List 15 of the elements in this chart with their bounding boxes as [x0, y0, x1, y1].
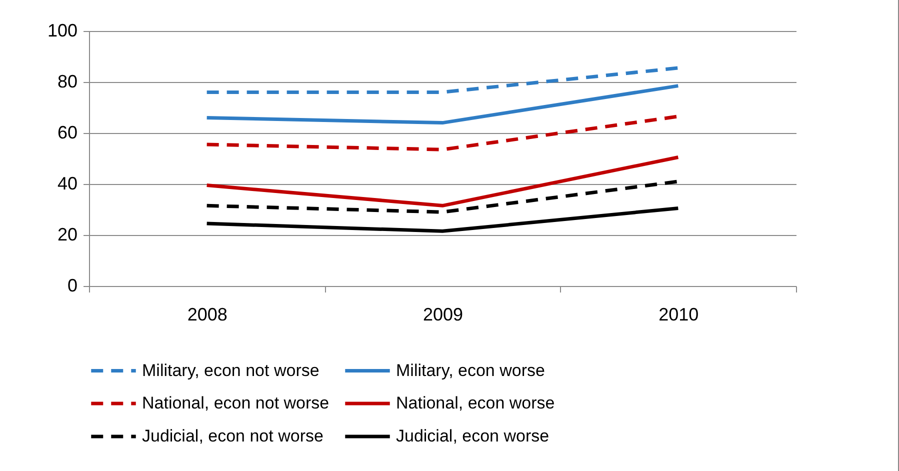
y-tick-label: 60	[57, 122, 78, 142]
y-tick-label: 80	[57, 72, 78, 92]
y-tick-label: 20	[57, 224, 78, 244]
x-tick-label: 2008	[187, 304, 228, 324]
legend-label: National, econ not worse	[142, 394, 330, 412]
legend-label: Judicial, econ worse	[396, 426, 550, 446]
y-tick-label: 0	[67, 276, 78, 296]
legend-label: Military, econ worse	[396, 360, 545, 380]
y-tick-label: 100	[47, 20, 78, 40]
x-tick-label: 2010	[658, 304, 699, 324]
x-tick-label: 2009	[422, 304, 464, 324]
legend-label: National, econ worse	[396, 394, 555, 412]
y-tick-label: 40	[57, 174, 78, 194]
legend-label: Judicial, econ not worse	[142, 426, 324, 446]
legend-label: Military, econ not worse	[142, 360, 320, 380]
